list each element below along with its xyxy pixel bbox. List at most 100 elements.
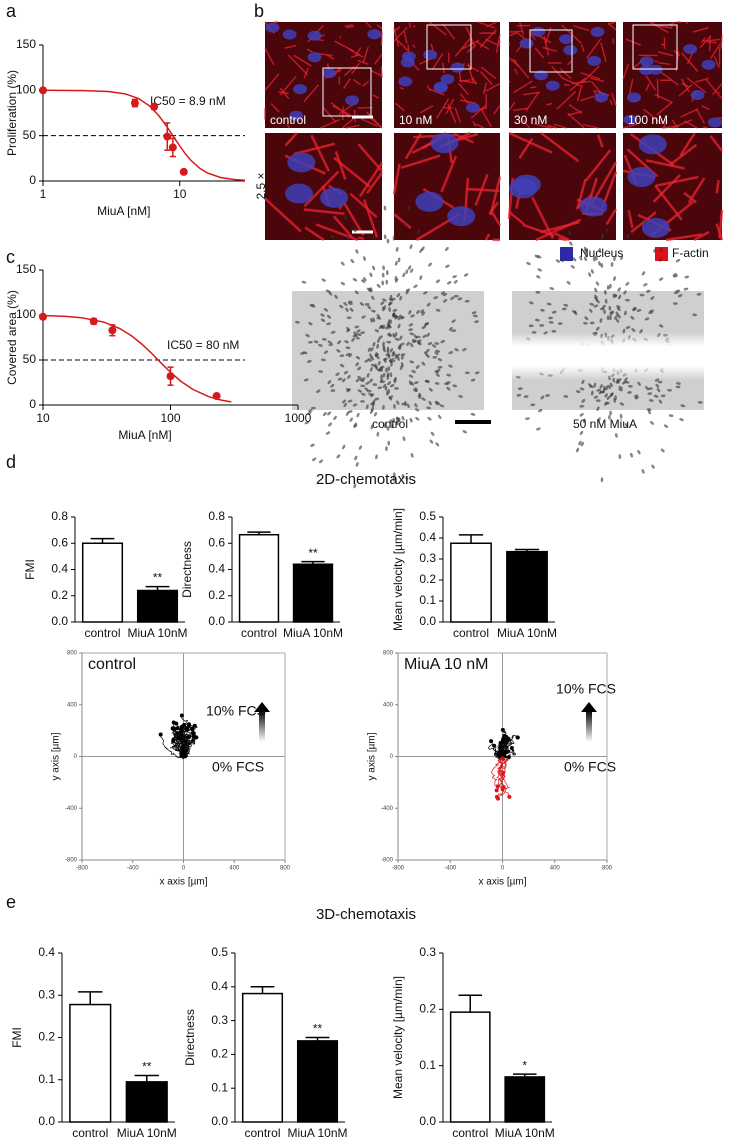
actin-fiber bbox=[645, 83, 650, 92]
x-tick-label: 10 bbox=[173, 187, 187, 201]
actin-fiber bbox=[466, 187, 500, 193]
cell bbox=[353, 227, 357, 233]
cell bbox=[536, 275, 541, 279]
cell bbox=[336, 454, 341, 459]
cell bbox=[389, 319, 392, 325]
bar bbox=[81, 542, 124, 623]
cell bbox=[356, 329, 361, 333]
cell bbox=[583, 321, 588, 325]
cell bbox=[658, 324, 664, 328]
actin-fiber bbox=[534, 123, 552, 129]
data-point bbox=[163, 132, 172, 141]
nucleus bbox=[683, 44, 698, 55]
cell bbox=[617, 294, 622, 300]
y-tick-label: 0.3 bbox=[419, 945, 436, 959]
legend-label: Nucleus bbox=[580, 246, 623, 260]
actin-fiber bbox=[596, 134, 604, 148]
nucleus bbox=[307, 52, 322, 63]
actin-fiber bbox=[665, 233, 703, 242]
cell bbox=[349, 307, 354, 312]
cell bbox=[593, 395, 599, 399]
nucleus bbox=[320, 187, 349, 208]
cell bbox=[363, 277, 367, 282]
nucleus bbox=[293, 84, 308, 95]
y-tick-label: 0.6 bbox=[208, 535, 225, 549]
cell bbox=[433, 296, 439, 300]
cell bbox=[409, 332, 415, 336]
data-point bbox=[166, 372, 175, 381]
actin-fiber bbox=[480, 107, 492, 128]
actin-fiber bbox=[508, 80, 511, 83]
cell bbox=[625, 282, 630, 286]
actin-fiber bbox=[718, 209, 724, 239]
cell bbox=[607, 384, 611, 390]
cell bbox=[346, 316, 352, 320]
x-tick-label: -400 bbox=[444, 866, 457, 872]
cell bbox=[426, 332, 430, 337]
cell bbox=[587, 383, 592, 387]
cell bbox=[530, 403, 536, 407]
bar bbox=[296, 1040, 339, 1123]
cell bbox=[414, 408, 420, 412]
y-tick-label: 0.1 bbox=[38, 1072, 55, 1086]
cell bbox=[401, 473, 405, 479]
y-tick-label: 0.2 bbox=[208, 588, 225, 602]
cell bbox=[387, 381, 392, 386]
cell bbox=[377, 360, 381, 366]
cell bbox=[393, 376, 397, 382]
nucleus bbox=[707, 117, 722, 128]
actin-fiber bbox=[589, 77, 604, 82]
actin-fiber bbox=[513, 68, 519, 75]
cell bbox=[696, 292, 702, 296]
actin-fiber bbox=[679, 132, 696, 157]
cell bbox=[349, 417, 353, 422]
cell bbox=[606, 315, 610, 321]
actin-fiber bbox=[440, 155, 458, 193]
actin-fiber bbox=[461, 39, 480, 50]
cell bbox=[392, 472, 396, 478]
cell bbox=[523, 395, 529, 398]
cell bbox=[301, 280, 307, 284]
actin-fiber bbox=[472, 121, 477, 127]
actin-fiber bbox=[546, 102, 553, 106]
y-axis-label: FMI bbox=[10, 1027, 24, 1048]
nucleus bbox=[433, 81, 448, 92]
actin-fiber bbox=[655, 175, 699, 187]
cell bbox=[619, 413, 623, 419]
cell bbox=[378, 335, 383, 339]
nucleus bbox=[559, 34, 574, 45]
cell-track bbox=[498, 756, 510, 797]
actin-fiber bbox=[672, 119, 692, 129]
cell bbox=[387, 440, 391, 446]
y-tick-label: 0.0 bbox=[208, 614, 225, 628]
actin-fiber bbox=[713, 56, 720, 69]
cell bbox=[628, 384, 633, 388]
cell bbox=[528, 324, 534, 328]
y-tick-label: -400 bbox=[381, 806, 394, 812]
error-bar bbox=[458, 994, 483, 1013]
x-tick-label: -800 bbox=[76, 866, 89, 872]
y-tick-label: 0.4 bbox=[419, 530, 436, 544]
gradient-arrow bbox=[259, 710, 265, 742]
annotation: IC50 = 80 nM bbox=[167, 338, 239, 352]
panel-label: b bbox=[254, 1, 264, 21]
actin-fiber bbox=[523, 91, 541, 96]
actin-fiber bbox=[357, 106, 373, 109]
fit-curve bbox=[42, 89, 246, 182]
cell bbox=[388, 298, 394, 302]
cell-track bbox=[180, 727, 191, 757]
cell bbox=[646, 408, 652, 411]
cell bbox=[376, 343, 380, 349]
actin-fiber bbox=[622, 63, 630, 80]
image-label: 100 nM bbox=[628, 113, 668, 127]
gradient-label: 0% FCS bbox=[212, 759, 264, 775]
cell bbox=[452, 275, 457, 279]
actin-fiber bbox=[403, 31, 408, 44]
y-tick-label: 0.3 bbox=[419, 551, 436, 565]
cell bbox=[572, 257, 577, 262]
cell bbox=[589, 308, 593, 313]
y-axis-label: y axis [µm] bbox=[367, 732, 378, 780]
cell bbox=[600, 477, 604, 483]
wound-gap bbox=[512, 332, 704, 380]
cell bbox=[368, 287, 372, 293]
